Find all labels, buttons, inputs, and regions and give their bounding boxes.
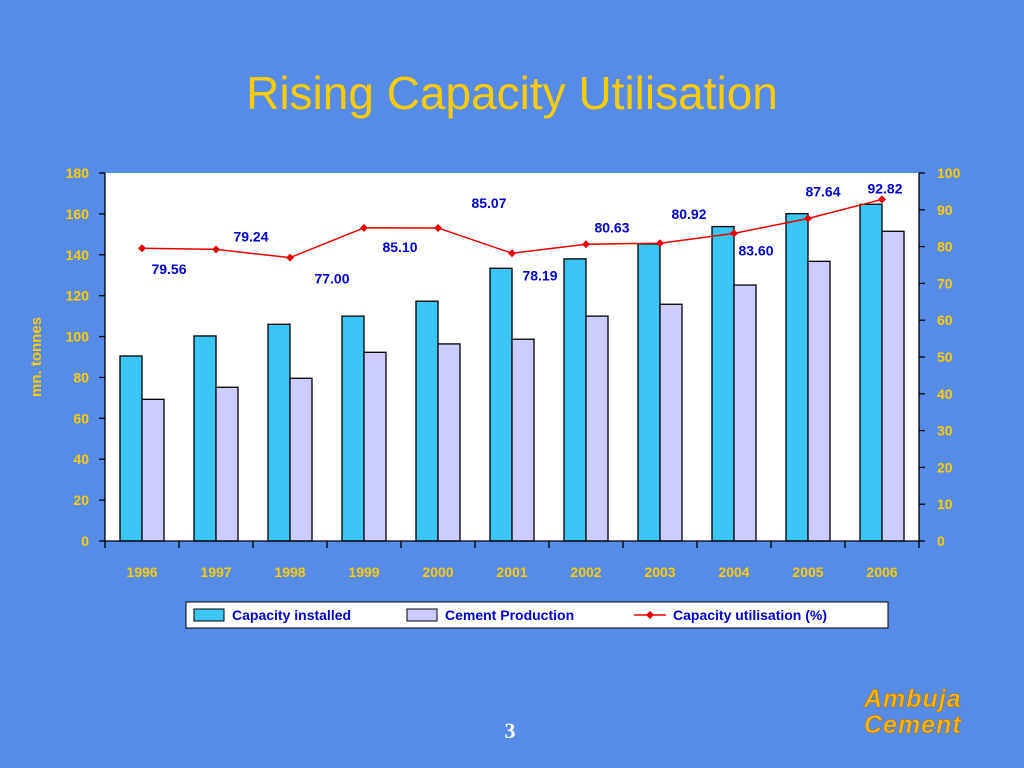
y-tick-label-left: 140 [66,247,90,263]
point-utilisation-1997 [212,245,220,254]
y-tick-label-left: 80 [73,369,89,385]
point-utilisation-2003 [656,239,664,248]
bar-capacity-installed-1998 [267,323,291,542]
point-utilisation-1996 [138,244,146,253]
y-tick-label-right: 90 [937,202,953,218]
y-tick-label-left: 0 [81,533,89,549]
x-tick-label: 2002 [570,564,601,580]
bar-capacity-installed-2001 [489,267,513,542]
bar-cement-production-1997 [215,386,239,542]
y-tick-label-right: 50 [937,349,953,365]
y-axis-title: mn. tonnes [28,317,45,397]
bar-cement-production-1998 [289,377,313,542]
legend-label-capacity-utilisation: Capacity utilisation (%) [673,607,827,623]
bar-cement-production-2003 [659,303,683,542]
data-label-utilisation: 92.82 [867,180,902,196]
slide-title: Rising Capacity Utilisation [246,67,778,119]
bar-capacity-installed-2002 [563,258,587,542]
bar-cement-production-1996 [141,398,165,542]
bar-capacity-installed-2004 [711,225,735,542]
x-tick-label: 1998 [274,564,305,580]
bar-capacity-installed-2000 [415,300,439,542]
y-tick-label-right: 40 [937,386,953,402]
x-tick-label: 1997 [200,564,231,580]
x-tick-label: 1999 [348,564,379,580]
point-utilisation-2006 [878,195,886,204]
bar-capacity-installed-2006 [859,203,883,542]
x-tick-label: 2001 [496,564,527,580]
x-tick-label: 2003 [644,564,675,580]
y-tick-label-left: 120 [66,288,90,304]
bar-capacity-installed-2005 [785,213,809,542]
data-label-utilisation: 79.24 [233,228,268,244]
legend-swatch-marker-utilisation [646,611,654,619]
y-tick-label-right: 100 [937,165,961,181]
bar-cement-production-2006 [881,230,905,542]
y-tick-label-right: 0 [937,533,945,549]
y-tick-label-left: 180 [66,165,90,181]
legend-label-capacity-installed: Capacity installed [232,607,351,623]
bar-cement-production-2005 [807,260,831,542]
point-utilisation-2001 [508,249,516,258]
bar-cement-production-2000 [437,343,461,542]
logo-line-2: Cement [864,711,962,739]
data-label-utilisation: 80.63 [594,219,629,235]
legend-swatch-capacity-installed [193,608,225,622]
point-utilisation-2000 [434,223,442,232]
bar-capacity-installed-2003 [637,243,661,542]
point-utilisation-2005 [804,214,812,223]
y-tick-label-right: 80 [937,239,953,255]
y-tick-label-left: 20 [73,492,89,508]
x-tick-label: 2005 [792,564,823,580]
data-label-utilisation: 78.19 [522,267,557,283]
legend-box [185,601,889,629]
data-label-utilisation: 80.92 [671,206,706,222]
data-label-utilisation: 77.00 [314,271,349,287]
brand-logo: Ambuja Cement [864,685,962,739]
x-tick-label: 2004 [718,564,749,580]
y-tick-label-left: 40 [73,451,89,467]
bar-capacity-installed-1997 [193,335,217,542]
y-tick-label-right: 20 [937,459,953,475]
bar-cement-production-2002 [585,315,609,542]
point-utilisation-2002 [582,240,590,249]
y-tick-label-left: 160 [66,206,90,222]
y-tick-label-right: 70 [937,275,953,291]
x-tick-label: 1996 [126,564,157,580]
x-tick-label: 2000 [422,564,453,580]
data-label-utilisation: 85.10 [382,239,417,255]
legend-swatch-cement-production [406,608,438,622]
bar-cement-production-1999 [363,351,387,542]
point-utilisation-1998 [286,253,294,262]
point-utilisation-2004 [730,229,738,238]
data-label-utilisation: 79.56 [151,261,186,277]
point-utilisation-1999 [360,223,368,232]
page-number: 3 [504,718,516,743]
bar-cement-production-2004 [733,284,757,542]
y-tick-label-right: 10 [937,496,953,512]
bar-cement-production-2001 [511,338,535,542]
data-label-utilisation: 87.64 [805,183,840,199]
y-tick-label-right: 60 [937,312,953,328]
x-tick-label: 2006 [866,564,897,580]
logo-line-1: Ambuja [864,685,962,713]
y-tick-label-right: 30 [937,423,953,439]
legend-label-cement-production: Cement Production [445,607,574,623]
data-label-utilisation: 85.07 [471,195,506,211]
bar-capacity-installed-1999 [341,315,365,542]
data-label-utilisation: 83.60 [738,242,773,258]
y-tick-label-left: 60 [73,410,89,426]
bar-capacity-installed-1996 [119,355,143,542]
y-tick-label-left: 100 [66,329,90,345]
